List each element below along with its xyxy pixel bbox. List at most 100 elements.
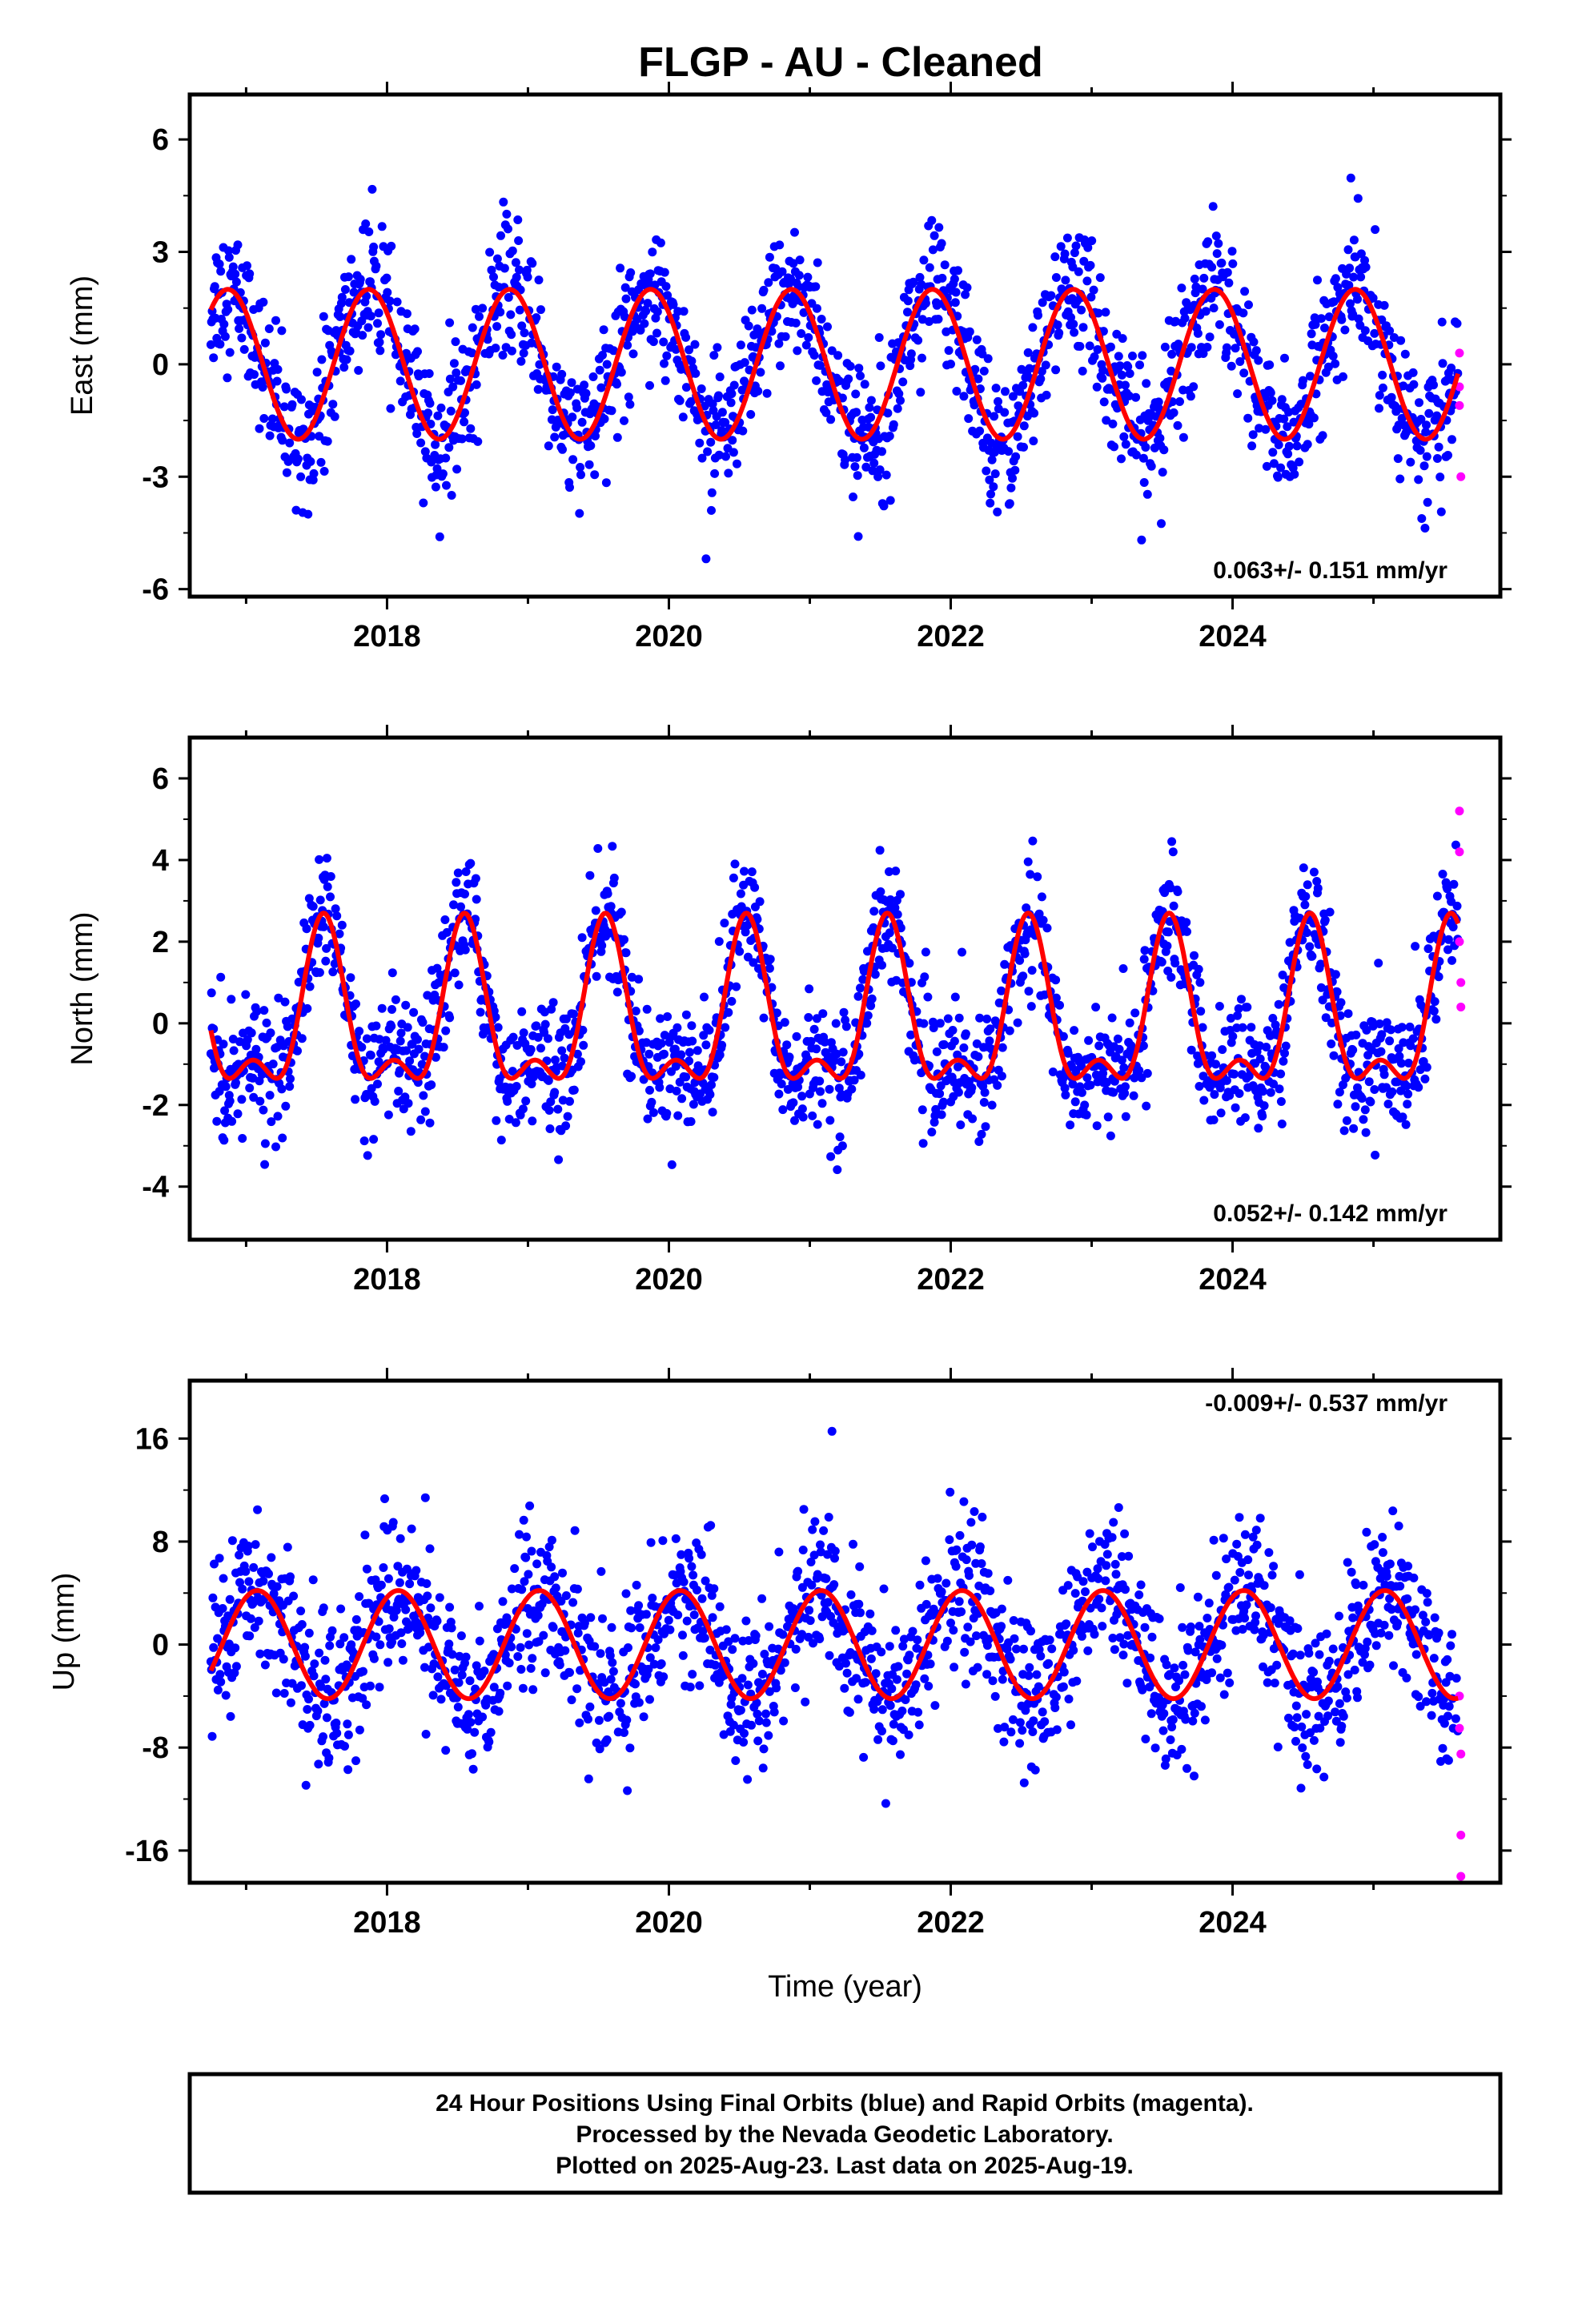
final-point bbox=[688, 1670, 697, 1679]
final-point bbox=[451, 337, 460, 347]
final-point bbox=[794, 271, 804, 280]
final-point bbox=[1162, 1660, 1171, 1670]
final-point bbox=[743, 952, 753, 962]
final-point bbox=[548, 998, 558, 1007]
final-point bbox=[1300, 900, 1310, 910]
final-point bbox=[1119, 1063, 1129, 1072]
final-point bbox=[830, 1546, 840, 1556]
final-point bbox=[1060, 249, 1070, 259]
final-point bbox=[772, 1008, 781, 1018]
final-point bbox=[438, 469, 448, 479]
final-point bbox=[1359, 1580, 1368, 1590]
final-point bbox=[324, 1753, 334, 1763]
final-point bbox=[262, 1018, 271, 1027]
final-point bbox=[1102, 1550, 1112, 1559]
final-point bbox=[366, 312, 375, 321]
final-point bbox=[708, 1108, 717, 1117]
final-point bbox=[432, 963, 442, 973]
final-point bbox=[371, 261, 381, 271]
final-point bbox=[1051, 1692, 1061, 1702]
final-point bbox=[1134, 1590, 1144, 1599]
final-point bbox=[1174, 1676, 1184, 1686]
final-point bbox=[572, 1684, 582, 1694]
final-point bbox=[1044, 1659, 1054, 1668]
final-point bbox=[1314, 1711, 1323, 1721]
final-point bbox=[837, 1141, 847, 1151]
final-point bbox=[206, 340, 215, 349]
final-point bbox=[553, 1104, 563, 1114]
final-point bbox=[1183, 1646, 1193, 1655]
final-point bbox=[1310, 313, 1319, 323]
final-point bbox=[1040, 1717, 1050, 1727]
final-point bbox=[544, 1034, 552, 1043]
final-point bbox=[893, 910, 902, 919]
final-point bbox=[679, 307, 689, 316]
final-point bbox=[776, 361, 785, 371]
final-point bbox=[1347, 1567, 1356, 1577]
final-point bbox=[478, 304, 488, 313]
final-point bbox=[986, 1586, 995, 1595]
final-point bbox=[475, 312, 484, 321]
final-point bbox=[319, 1732, 327, 1742]
final-point bbox=[686, 397, 696, 406]
final-point bbox=[1240, 1530, 1250, 1539]
final-point bbox=[1327, 1039, 1336, 1048]
final-point bbox=[247, 1028, 256, 1038]
final-point bbox=[513, 1652, 523, 1661]
final-point bbox=[319, 1699, 329, 1708]
final-point bbox=[1069, 320, 1078, 329]
final-point bbox=[1193, 328, 1203, 338]
final-point bbox=[475, 1636, 484, 1646]
final-point bbox=[1295, 1651, 1305, 1660]
final-point bbox=[923, 992, 933, 1002]
final-point bbox=[363, 323, 373, 332]
final-point bbox=[849, 1539, 857, 1549]
final-point bbox=[402, 1564, 412, 1574]
final-point bbox=[914, 1720, 924, 1730]
final-point bbox=[660, 359, 669, 368]
final-point bbox=[1068, 1080, 1078, 1089]
final-point bbox=[322, 943, 331, 953]
final-point bbox=[1088, 1542, 1097, 1552]
final-point bbox=[277, 1084, 287, 1094]
final-point bbox=[1015, 1739, 1025, 1748]
final-point bbox=[1302, 1710, 1311, 1719]
final-point bbox=[514, 236, 524, 245]
final-point bbox=[456, 376, 465, 385]
final-point bbox=[942, 1636, 952, 1646]
final-point bbox=[1186, 392, 1195, 401]
final-point bbox=[620, 935, 628, 944]
final-point bbox=[660, 1049, 669, 1059]
final-point bbox=[1400, 349, 1410, 359]
final-point bbox=[867, 1626, 877, 1635]
final-point bbox=[1255, 1054, 1265, 1063]
final-point bbox=[879, 501, 889, 511]
final-point bbox=[259, 297, 268, 307]
final-point bbox=[1197, 1702, 1206, 1711]
final-point bbox=[1447, 955, 1456, 965]
final-point bbox=[755, 897, 765, 907]
final-point bbox=[337, 292, 347, 302]
final-point bbox=[677, 1550, 686, 1559]
final-point bbox=[987, 455, 997, 464]
final-point bbox=[412, 429, 422, 438]
final-point bbox=[533, 1610, 543, 1620]
final-point bbox=[335, 312, 345, 321]
final-point bbox=[1000, 408, 1010, 417]
final-point bbox=[1203, 1614, 1212, 1622]
final-point bbox=[1438, 870, 1447, 879]
final-point bbox=[733, 459, 741, 468]
final-point bbox=[1110, 1559, 1120, 1569]
final-point bbox=[893, 1662, 903, 1671]
final-point bbox=[272, 1582, 282, 1591]
final-point bbox=[231, 1078, 240, 1088]
final-point bbox=[220, 1106, 230, 1116]
final-point bbox=[409, 1007, 419, 1017]
final-point bbox=[724, 1007, 733, 1017]
final-point bbox=[336, 1604, 346, 1614]
final-point bbox=[1080, 1100, 1090, 1110]
final-point bbox=[1315, 1650, 1324, 1659]
final-point bbox=[508, 246, 517, 255]
final-point bbox=[1227, 361, 1236, 371]
final-point bbox=[1304, 420, 1314, 429]
